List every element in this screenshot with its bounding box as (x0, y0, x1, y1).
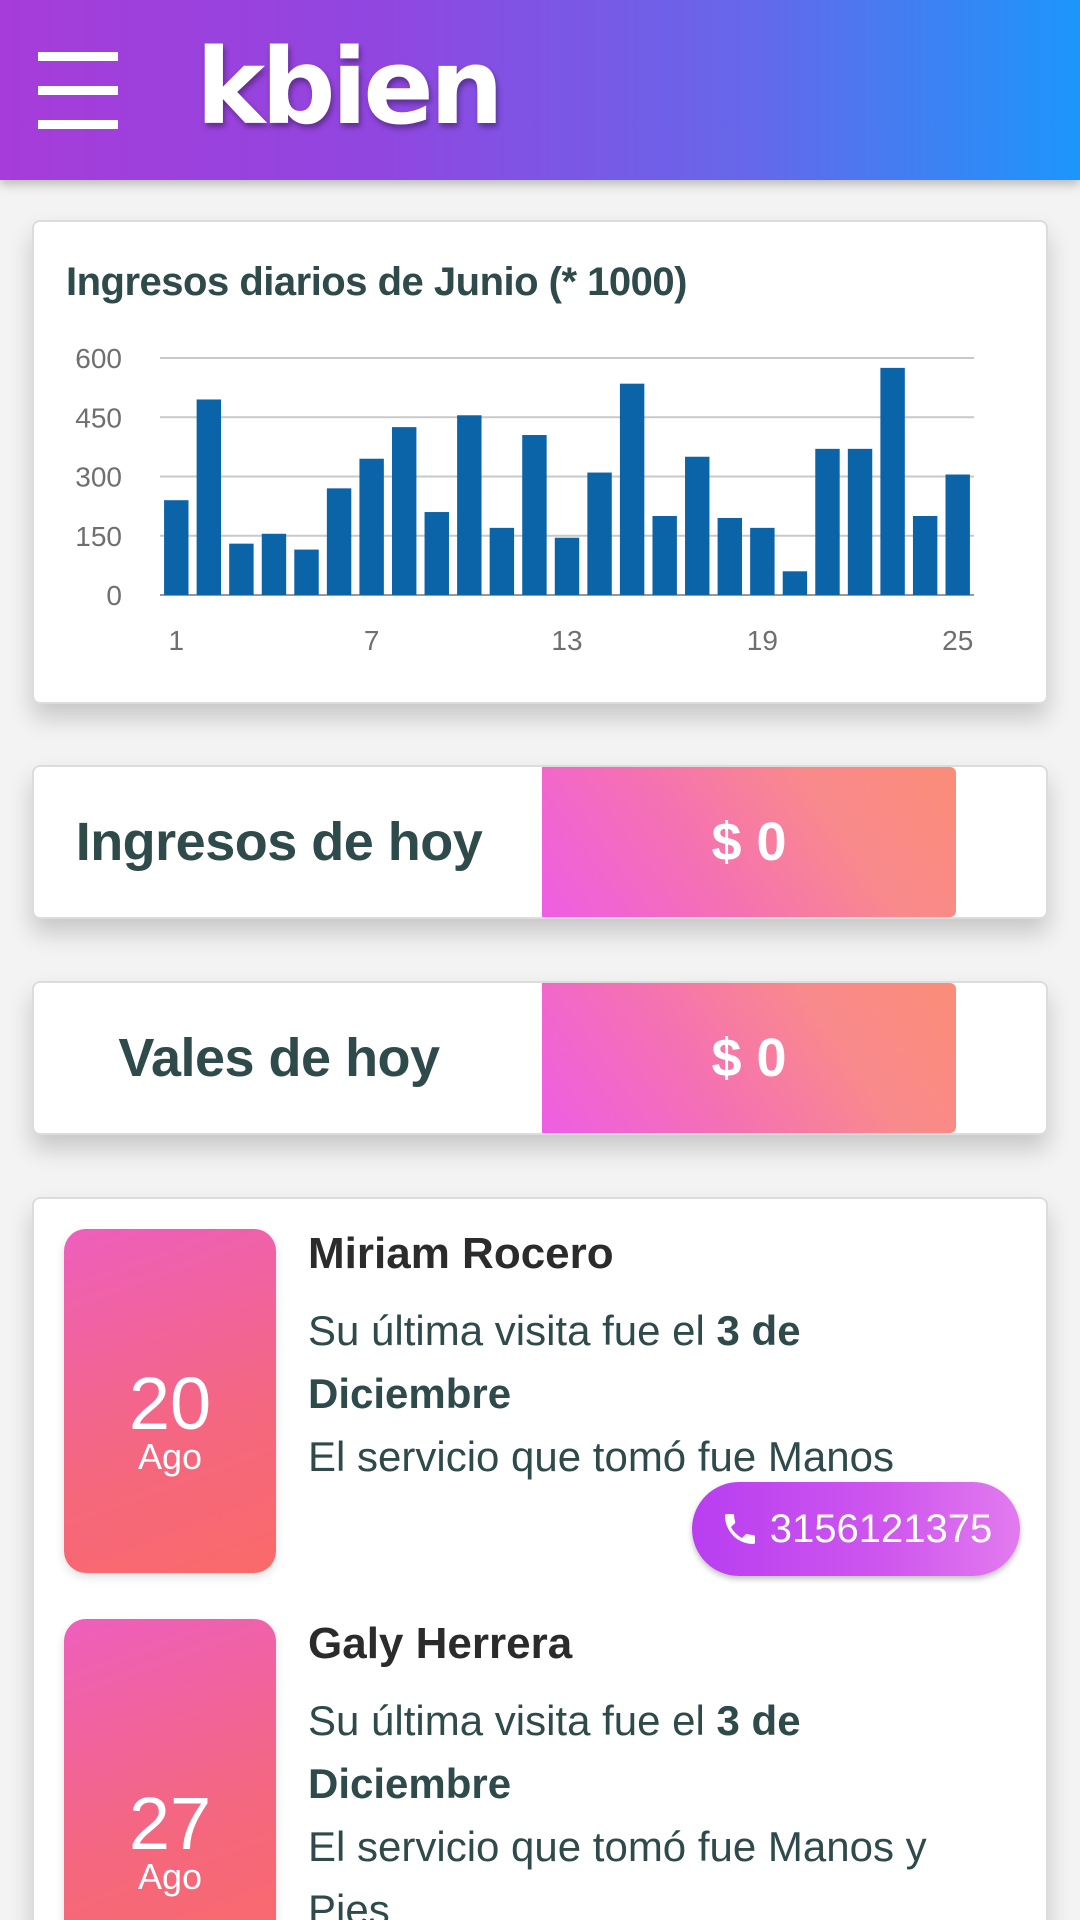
chart-bar[interactable] (554, 537, 580, 595)
call-phone-button[interactable]: 3156121375 (692, 1482, 1020, 1576)
vales-today-card: Vales de hoy $ 0 (32, 981, 1048, 1135)
chart-bar[interactable] (326, 488, 352, 595)
chart-bar[interactable] (229, 543, 254, 595)
income-today-label: Ingresos de hoy (75, 812, 483, 872)
y-tick-label: 450 (75, 402, 122, 433)
chart-bar[interactable] (912, 516, 938, 595)
last-visit-date: 3 de Diciembre (308, 1697, 801, 1807)
hamburger-menu-icon (38, 52, 118, 61)
vales-today-value: $ 0 (542, 983, 956, 1133)
chart-bar[interactable] (294, 549, 319, 595)
hamburger-menu-icon-bar (38, 120, 118, 129)
x-tick-label: 1 (168, 625, 184, 656)
client-list-item: 27 Ago Galy Herrera Su última visita fue… (34, 1619, 1046, 1920)
last-visit-prefix: Su última visita fue el (308, 1697, 717, 1744)
y-tick-label: 300 (75, 462, 122, 493)
brand-logo: kbien (196, 26, 504, 148)
date-month: Ago (137, 1436, 203, 1477)
chart-bar[interactable] (880, 367, 905, 595)
client-reminders-card: 20 Ago Miriam Rocero Su última visita fu… (32, 1197, 1048, 1920)
vales-today-label: Vales de hoy (118, 1028, 440, 1088)
x-tick-label: 25 (942, 625, 973, 656)
y-tick-label: 150 (75, 521, 122, 552)
date-month: Ago (137, 1856, 203, 1897)
last-visit-text: Su última visita fue el 3 de Diciembre (308, 1689, 1008, 1815)
hamburger-menu-icon-bar (38, 86, 118, 95)
income-today-card: Ingresos de hoy $ 0 (32, 765, 1048, 919)
service-text: El servicio que tomó fue Manos y Pies (308, 1823, 927, 1920)
chart-bar[interactable] (945, 474, 970, 595)
date-badge: 20 Ago (64, 1229, 276, 1573)
y-tick-label: 0 (106, 580, 122, 611)
chart-bar[interactable] (815, 448, 840, 595)
chart-bar[interactable] (619, 383, 645, 595)
client-name: Galy Herrera (308, 1619, 573, 1668)
daily-income-chart-card: Ingresos diarios de Junio (* 1000) 0 150 3… (32, 220, 1048, 704)
chart-title: Ingresos diarios de Junio (* 1000) (66, 260, 687, 304)
x-tick-label: 7 (364, 625, 380, 656)
chart-bar[interactable] (457, 415, 482, 595)
chart-bar[interactable] (424, 512, 449, 595)
chart-bar[interactable] (196, 399, 222, 595)
chart-bar[interactable] (587, 472, 612, 595)
service-text: El servicio que tomó fue Manos (308, 1433, 894, 1480)
x-tick-label: 19 (747, 625, 778, 656)
chart-bar[interactable] (750, 527, 775, 595)
chart-bar[interactable] (359, 458, 384, 595)
chart-bar[interactable] (164, 500, 189, 595)
income-today-value: $ 0 (542, 767, 956, 917)
client-name: Miriam Rocero (308, 1229, 614, 1278)
chart-bar[interactable] (717, 517, 743, 595)
chart-bar[interactable] (391, 427, 417, 595)
last-visit-date: 3 de Diciembre (308, 1307, 801, 1417)
chart-bar[interactable] (685, 456, 710, 595)
date-day: 20 (128, 1362, 212, 1445)
date-day: 27 (128, 1782, 212, 1865)
date-badge: 27 Ago (64, 1619, 276, 1920)
chart-bar[interactable] (847, 448, 873, 595)
phone-icon (724, 1514, 755, 1544)
menu-button[interactable] (38, 50, 118, 130)
x-tick-label: 13 (551, 625, 582, 656)
chart-bar[interactable] (522, 435, 547, 595)
chart-bar[interactable] (782, 571, 808, 595)
client-list-item: 20 Ago Miriam Rocero Su última visita fu… (34, 1229, 1046, 1589)
last-visit-text: Su última visita fue el 3 de Diciembre (308, 1299, 1008, 1425)
phone-number: 3156121375 (769, 1506, 993, 1551)
last-visit-prefix: Su última visita fue el (308, 1307, 717, 1354)
daily-income-chart: 0 150 300 450 600 1 7 13 19 25 (75, 343, 974, 656)
app-header: kbien (0, 0, 1080, 180)
y-tick-label: 600 (75, 343, 122, 374)
chart-bar[interactable] (652, 516, 677, 595)
chart-bar[interactable] (261, 533, 287, 595)
chart-bar[interactable] (489, 527, 515, 595)
